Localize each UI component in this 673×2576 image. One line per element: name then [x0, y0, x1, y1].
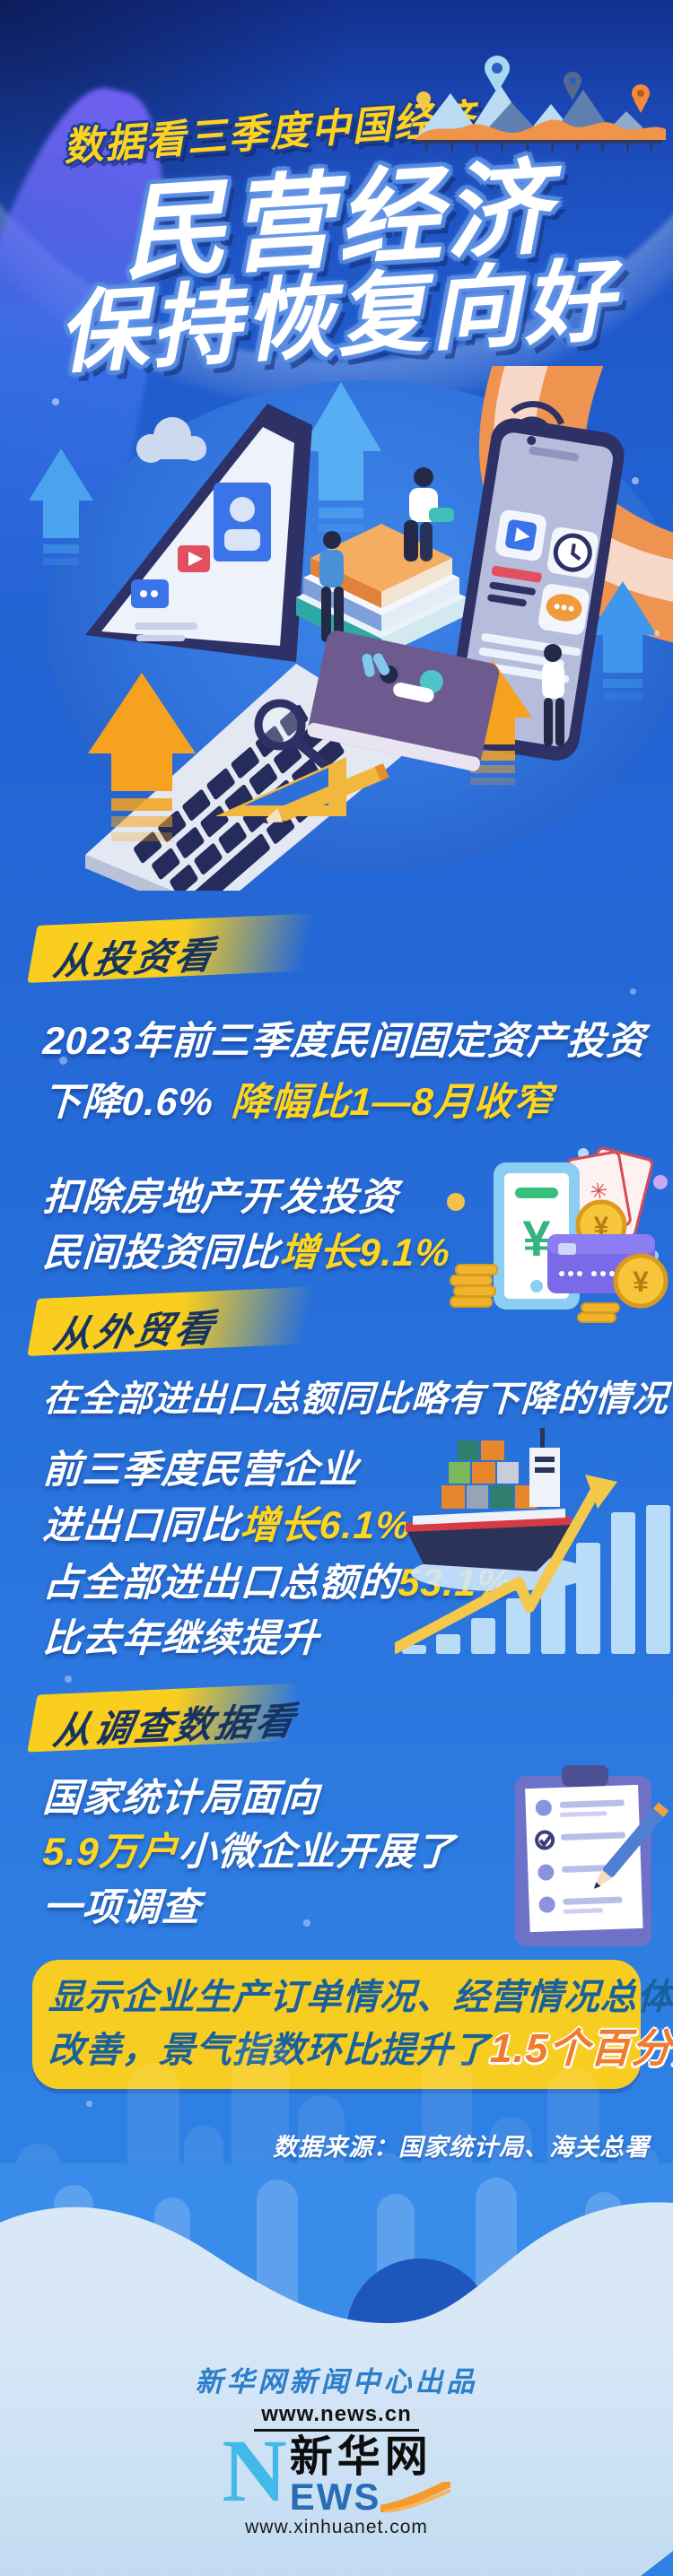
footer-credit: 新华网新闻中心出品 — [195, 2366, 478, 2398]
line-text: 比去年继续提升 — [41, 1617, 321, 1660]
map-pin-icon — [485, 56, 510, 93]
corner-wedge-decoration — [641, 2551, 673, 2576]
body-line: 比去年继续提升 — [41, 1607, 321, 1663]
body-line: 2023年前三季度民间固定资产投资 — [41, 1010, 647, 1066]
sparkle-dot — [59, 1057, 67, 1065]
sparkle-dot — [65, 1675, 72, 1683]
person-standing-figure — [319, 531, 344, 642]
white-wave — [0, 2202, 673, 2341]
line-text: 国家统计局面向 — [41, 1777, 321, 1820]
data-source-note: 数据来源：国家统计局、海关总署 — [273, 2128, 650, 2163]
line-text: 前三季度民营企业 — [41, 1449, 361, 1492]
hero-devices-illustration — [29, 366, 673, 891]
up-arrow-icon — [301, 382, 381, 532]
line-text: 扣除房地产开发投资 — [41, 1176, 400, 1219]
person-standing-figure — [542, 644, 564, 746]
section-badge-survey: 从调查数据看 — [27, 1683, 307, 1753]
cargo-ship-rising-bars-icon — [395, 1428, 670, 1654]
body-line: 5.9万户小微企业开展了 — [41, 1821, 456, 1876]
book-with-reader-icon — [307, 631, 500, 771]
footer-background — [0, 2334, 673, 2576]
line-text: 在全部进出口总额同比略有下降的情况下 — [41, 1379, 673, 1419]
svg-text:¥: ¥ — [594, 1212, 609, 1241]
sparkle-dot — [86, 2101, 92, 2107]
up-arrow-icon — [29, 448, 93, 565]
logo-swoosh-icon — [380, 2482, 451, 2512]
body-line: 下降0.6% 降幅比1—8月收窄 — [41, 1071, 554, 1127]
mobile-payment-money-icon: ✳ ✳ ¥ ¥ ¥ — [447, 1146, 669, 1323]
survey-clipboard-icon — [515, 1765, 669, 1946]
logo-letters-ews: EWS — [289, 2476, 381, 2518]
cloud-icon — [136, 417, 206, 463]
pencil-icon — [261, 763, 389, 824]
person-reading-figure — [404, 467, 454, 561]
highlight-text: 增长6.1% — [239, 1504, 413, 1547]
sparkle-dot — [644, 1396, 651, 1402]
coin-stack-icon — [450, 1264, 498, 1308]
logo-chinese-name: 新华网 — [289, 2433, 433, 2481]
logo-url-top: www.news.cn — [254, 2402, 419, 2432]
pencil-icon — [593, 1802, 669, 1889]
sparkle-dot — [303, 1919, 310, 1927]
line-text: 下降0.6% — [41, 1081, 215, 1124]
highlight-text: 降幅比1—8月收窄 — [230, 1081, 554, 1124]
body-line: 在全部进出口总额同比略有下降的情况下 — [41, 1370, 673, 1422]
line-text: 占全部进出口总额的 — [41, 1562, 400, 1605]
coin-icon: ¥ — [613, 1253, 669, 1309]
highlight-text: 增长9.1% — [278, 1231, 452, 1275]
section-badge-trade: 从外贸看 — [27, 1286, 321, 1356]
magnifier-icon — [254, 699, 334, 773]
wifi-icon — [511, 401, 564, 446]
line-text: 小微企业开展了 — [177, 1831, 456, 1874]
logo-letter-n: N — [222, 2421, 287, 2520]
line-text: 民间投资同比 — [41, 1231, 282, 1275]
line-text: 进出口同比 — [41, 1504, 242, 1547]
logo-url-bottom: www.xinhuanet.com — [245, 2517, 428, 2537]
map-pin-icon — [564, 72, 581, 100]
highlight-box: 显示企业生产订单情况、经营情况总体 改善，景气指数环比提升了1.5个百分点 — [32, 1960, 673, 2090]
cargo-ship-icon — [406, 1428, 571, 1571]
body-line: 一项调查 — [41, 1876, 203, 1932]
line-text: 2023年前三季度民间固定资产投资 — [41, 1020, 647, 1063]
map-pin-icon — [632, 84, 650, 113]
map-pin-icon — [416, 91, 431, 113]
svg-text:¥: ¥ — [633, 1266, 649, 1298]
coin-stack-icon — [577, 1302, 620, 1323]
up-arrow-icon — [589, 581, 657, 700]
body-line: 民间投资同比增长9.1% — [41, 1222, 452, 1277]
sparkle-dot — [630, 988, 636, 995]
highlight-text: 5.9万户 — [41, 1831, 179, 1874]
section-badge-investment: 从投资看 — [27, 913, 321, 983]
rising-arrow-icon — [395, 1475, 617, 1654]
badge-label: 从外贸看 — [50, 1306, 220, 1356]
body-line: 前三季度民营企业 — [41, 1439, 361, 1494]
svg-text:¥: ¥ — [522, 1210, 550, 1266]
orange-up-arrow-icon — [88, 673, 196, 841]
badge-label: 从投资看 — [50, 933, 220, 983]
badge-label: 从调查数据看 — [50, 1699, 301, 1753]
xinhuanet-logo: www.news.cn N 新华网 EWS www.xinhuanet.com — [0, 2402, 673, 2538]
body-line: 国家统计局面向 — [41, 1767, 321, 1823]
bottom-wave-skyline — [0, 2034, 673, 2341]
body-line: 进出口同比增长6.1% — [41, 1494, 413, 1550]
mountain-trend-chart-icon — [415, 56, 666, 151]
body-line: 扣除房地产开发投资 — [41, 1166, 400, 1222]
line-text: 一项调查 — [41, 1886, 203, 1929]
